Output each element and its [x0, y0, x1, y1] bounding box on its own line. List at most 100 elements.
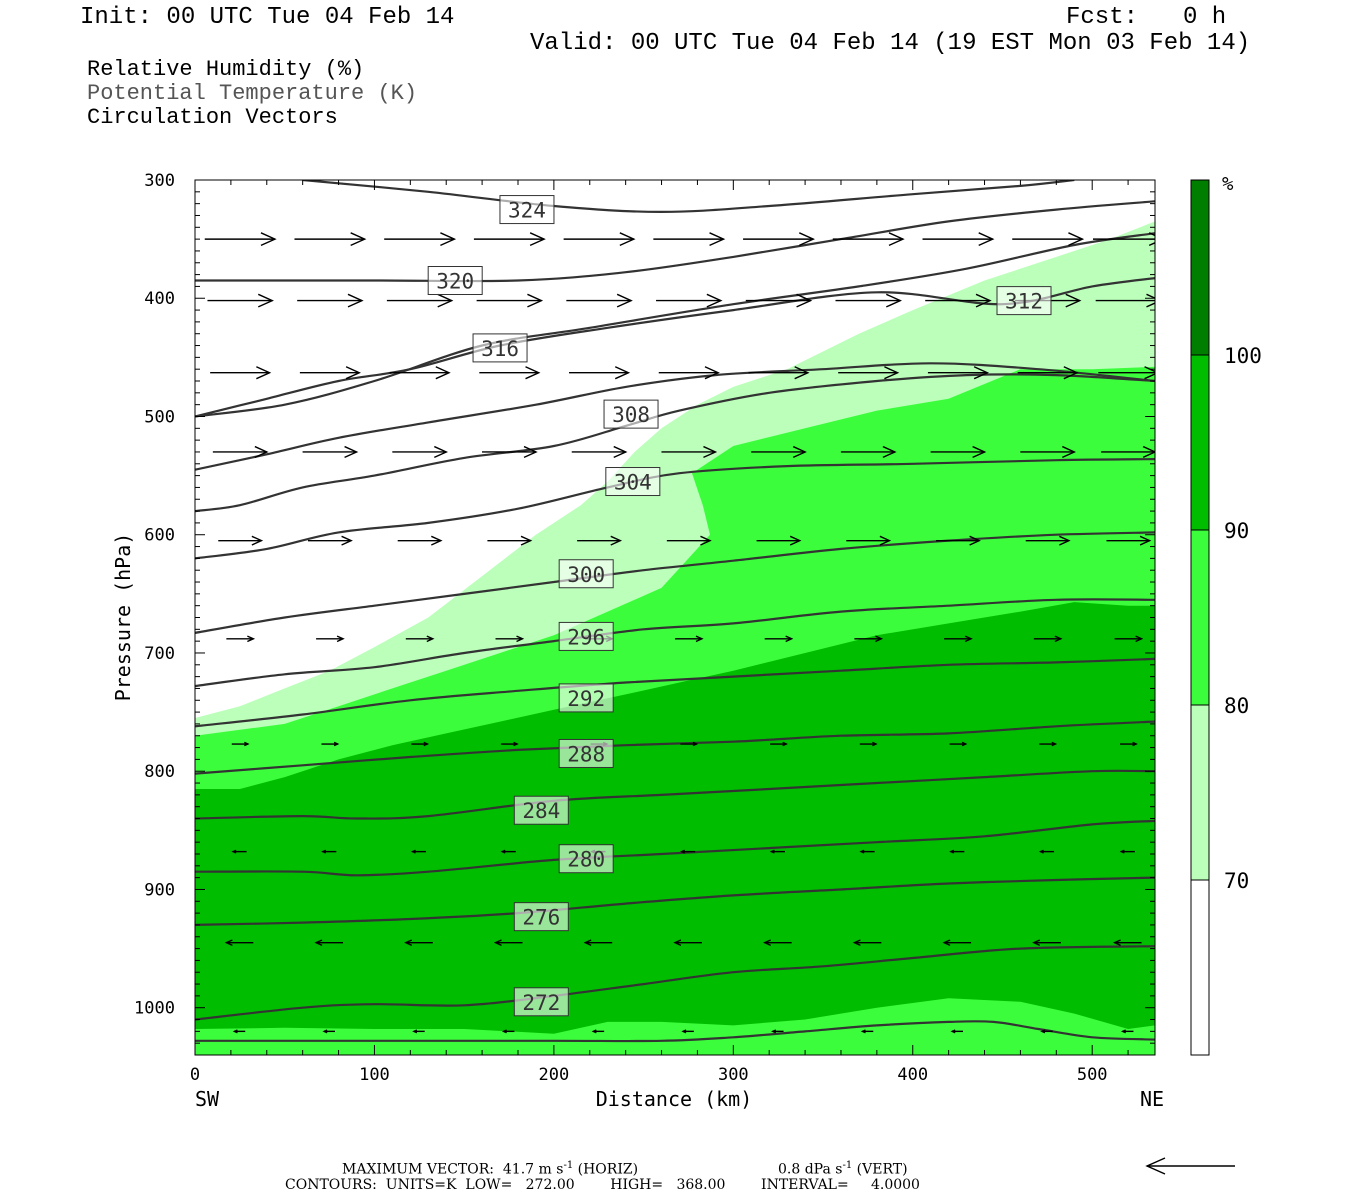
vector-head	[1063, 366, 1079, 380]
vector-arrow	[840, 445, 897, 458]
vector-head	[347, 293, 364, 308]
vector-head	[523, 445, 538, 458]
contours-info: CONTOURS: UNITS=K LOW= 272.00 HIGH= 368.…	[285, 1177, 920, 1193]
vector-arrow	[1038, 849, 1055, 854]
vector-head	[884, 366, 900, 380]
vector-head	[1112, 939, 1121, 947]
vector-head	[1062, 445, 1077, 458]
contour-label-304: 304	[605, 467, 661, 497]
vector-arrow	[661, 445, 718, 458]
vector-head	[798, 232, 815, 247]
vector-arrow	[680, 849, 696, 854]
vector-head	[680, 849, 685, 854]
contour-label-276: 276	[513, 902, 569, 932]
colorbar-frame	[1190, 179, 1210, 1056]
vector-head	[1059, 535, 1071, 546]
contour-label-text: 288	[567, 742, 605, 766]
vector-arrow	[658, 366, 720, 380]
init-time: Init: 00 UTC Tue 04 Feb 14	[80, 4, 455, 31]
vector-head	[344, 445, 359, 458]
vector-head	[493, 939, 502, 947]
vector-arrow	[231, 741, 250, 747]
vector-arrow	[1012, 232, 1085, 247]
vector-head	[513, 741, 519, 747]
max-vector-line: MAXIMUM VECTOR: 41.7 m s-1 (HORIZ)	[342, 1158, 638, 1178]
vector-arrow	[218, 535, 264, 546]
vector-arrow	[1120, 1029, 1134, 1034]
y-tick-label: 400	[144, 289, 175, 309]
vector-head	[1135, 635, 1144, 643]
vector-head	[706, 293, 723, 308]
vector-head	[886, 293, 903, 308]
vector-head	[762, 939, 771, 947]
vector-arrow	[1112, 939, 1142, 947]
contour-label-text: 284	[522, 799, 560, 823]
vector-head	[1120, 1029, 1126, 1034]
vector-head	[949, 849, 955, 854]
vector-head	[796, 293, 813, 308]
vector-arrow	[577, 535, 623, 546]
vector-arrow	[944, 635, 973, 643]
colorbar-label: 90	[1224, 519, 1249, 543]
vector-head	[769, 849, 775, 854]
vector-arrow	[852, 939, 882, 947]
vector-arrow	[321, 741, 340, 747]
horiz-tag: (HORIZ)	[577, 1161, 639, 1178]
vector-arrow	[846, 535, 892, 546]
theta-contour-276	[195, 819, 1155, 877]
vector-head	[435, 366, 451, 380]
contour-label-272: 272	[513, 987, 569, 1017]
vector-head	[673, 939, 682, 947]
contour-label-284: 284	[513, 795, 569, 825]
vector-head	[860, 1029, 866, 1034]
vector-head	[1142, 445, 1155, 458]
rh-region-90-100	[195, 602, 1155, 1034]
vector-head	[527, 293, 544, 308]
vector-arrow	[397, 535, 443, 546]
contour-label-box	[427, 266, 483, 296]
vector-arrow	[473, 232, 546, 247]
theta-contour-316	[195, 232, 1155, 418]
vector-arrow	[936, 535, 981, 546]
theta-contour-line-15	[195, 1020, 1155, 1043]
vector-arrow	[859, 741, 878, 747]
contour-label-box	[472, 333, 528, 363]
vector-arrow	[404, 939, 433, 947]
vector-head	[251, 535, 264, 546]
theta-contour-308	[195, 362, 1155, 471]
vector-arrow	[495, 635, 525, 643]
theta-contour-layer	[195, 180, 1155, 1043]
contour-label-300: 300	[558, 559, 614, 589]
vector-arrow	[1017, 366, 1079, 380]
vector-arrow	[500, 741, 519, 747]
vector-arrow	[583, 939, 613, 947]
contour-label-296: 296	[558, 621, 614, 651]
vector-arrow	[745, 293, 813, 308]
contour-label-box	[996, 286, 1052, 316]
vector-arrow	[294, 232, 367, 247]
vector-arrow	[949, 741, 968, 747]
theta-contour-292	[195, 598, 1155, 688]
vector-head	[247, 635, 256, 643]
vector-head	[426, 635, 435, 643]
vector-arrow	[666, 535, 712, 546]
vector-arrow	[302, 445, 359, 458]
vector-head	[333, 741, 340, 747]
vector-arrow	[1106, 535, 1152, 546]
vector-arrow	[1119, 849, 1135, 854]
vector-head	[434, 445, 449, 458]
colorbar-segment	[1191, 530, 1209, 705]
vector-layer	[204, 232, 1155, 1034]
vector-head	[525, 366, 541, 380]
vector-arrow	[1039, 741, 1058, 747]
theta-contour-284	[195, 720, 1155, 775]
vector-arrow	[770, 741, 788, 747]
vector-arrow	[479, 366, 541, 380]
vector-head	[410, 849, 416, 854]
vector-arrow	[321, 849, 337, 854]
contour-label-box	[513, 902, 569, 932]
vector-head	[1054, 635, 1063, 643]
vector-arrow	[1098, 366, 1155, 380]
max-vector-horiz: 41.7 m s	[502, 1161, 564, 1178]
vector-head	[244, 741, 250, 747]
